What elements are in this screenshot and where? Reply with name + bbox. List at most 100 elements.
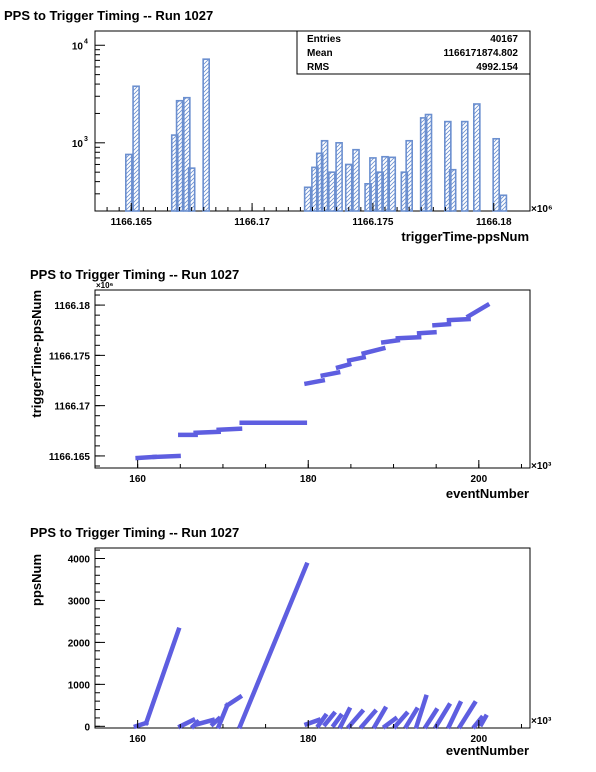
trigger-time-x-tick-label-1: 180 [300, 474, 317, 485]
pps-num-x-tick-label-1: 180 [300, 734, 317, 745]
stats-entries-value: 40167 [490, 34, 518, 45]
pps-num-point-streak-23 [445, 700, 464, 730]
histogram-bar-12 [335, 142, 343, 212]
pps-num-point-streak-15 [358, 708, 378, 730]
trigger-time-y-label: triggerTime-ppsNum [29, 290, 44, 418]
histogram-x-tick-label-3: 1166.18 [476, 217, 512, 228]
pps-num-point-streak-2 [177, 717, 197, 730]
trigger-time-point-streak-13 [416, 329, 437, 336]
pps-num-y-tick-label-2: 2000 [68, 638, 91, 649]
pps-num-y-tick-label-0: 0 [84, 722, 90, 733]
trigger-time-point-streak-14 [432, 321, 452, 328]
trigger-time-point-streak-8 [335, 361, 352, 371]
pps-num-point-streak-13 [337, 706, 353, 730]
histogram-bar-11 [328, 171, 336, 212]
histogram-y-tick-exponent-0: 3 [84, 136, 88, 143]
pps-num-y-tick-label-1: 1000 [68, 680, 91, 691]
pps-num-x-tick-label-0: 160 [129, 734, 146, 745]
histogram-bar-5 [187, 167, 196, 212]
pps-num-y-label: ppsNum [29, 554, 44, 606]
trigger-time-y-tick-label-1: 1166.17 [54, 402, 90, 413]
pps-num-point-streak-25 [471, 714, 485, 730]
trigger-time-y-tick-label-3: 1166.18 [54, 301, 90, 312]
histogram-bars [125, 58, 508, 212]
pps-num-point-streak-11 [322, 710, 337, 728]
trigger-time-x-ticks: 160 180 200 [94, 460, 522, 485]
stats-mean-value: 1166171874.802 [443, 48, 518, 59]
trigger-time-points [135, 302, 491, 461]
histogram-bar-13 [344, 163, 353, 212]
histogram-bar-27 [473, 103, 481, 212]
pps-num-point-streak-12 [330, 712, 344, 729]
histogram-x-tick-label-2: 1166.175 [352, 217, 394, 228]
pps-num-y-tick-label-4: 4000 [68, 554, 91, 565]
histogram-bar-18 [381, 155, 389, 212]
pps-num-y-tick-label-3: 3000 [68, 596, 91, 607]
stats-box: Entries 40167 Mean 1166171874.802 RMS 49… [296, 30, 531, 75]
trigger-time-title: PPS to Trigger Timing -- Run 1027 [30, 267, 239, 282]
pps-num-x-label: eventNumber [446, 743, 529, 758]
histogram-bar-24 [444, 120, 452, 212]
histogram-title: PPS to Trigger Timing -- Run 1027 [4, 8, 213, 23]
stats-mean-label: Mean [307, 48, 333, 59]
histogram-bar-6 [202, 58, 210, 212]
pps-num-point-streak-5 [209, 715, 222, 728]
trigger-time-y-tick-label-0: 1166.165 [49, 452, 91, 463]
pps-num-title: PPS to Trigger Timing -- Run 1027 [30, 525, 239, 540]
pps-num-point-streak-24 [456, 700, 478, 730]
stats-rms-label: RMS [307, 62, 330, 73]
trigger-time-point-streak-1 [152, 453, 181, 460]
pps-num-point-streak-16 [371, 705, 389, 730]
pps-num-x-tick-label-2: 200 [470, 734, 487, 745]
pps-num-point-streak-8 [237, 561, 310, 730]
histogram-x-tick-label-0: 1166.165 [111, 217, 153, 228]
histogram-bar-23 [424, 113, 433, 212]
pps-num-point-streak-26 [478, 713, 489, 728]
histogram-bar-4 [183, 96, 191, 212]
stats-entries-label: Entries [307, 34, 341, 45]
histogram-bar-25 [448, 168, 457, 212]
trigger-time-point-streak-6 [303, 377, 326, 387]
trigger-time-panel: PPS to Trigger Timing -- Run 1027 160 180… [29, 267, 552, 501]
histogram-bar-21 [405, 139, 413, 212]
trigger-time-point-streak-0 [135, 454, 158, 461]
histogram-panel: PPS to Trigger Timing -- Run 1027 1166.1… [4, 8, 553, 244]
pps-num-points [133, 561, 489, 730]
trigger-time-y-multiplier: ×10⁶ [96, 281, 114, 290]
pps-num-point-streak-17 [381, 715, 399, 730]
pps-num-x-ticks: 160 180 200 [94, 720, 522, 745]
pps-num-frame [94, 547, 531, 729]
histogram-bar-3 [175, 99, 184, 212]
pps-num-point-streak-18 [392, 710, 410, 730]
pps-num-point-streak-4 [194, 717, 216, 727]
trigger-time-x-tick-label-0: 160 [129, 474, 146, 485]
trigger-time-point-streak-12 [395, 334, 422, 341]
histogram-bar-7 [303, 186, 312, 212]
pps-num-point-streak-19 [403, 706, 420, 730]
histogram-x-multiplier: ×10⁶ [531, 204, 553, 215]
histogram-bar-14 [352, 148, 360, 212]
pps-num-point-streak-20 [413, 694, 429, 730]
trigger-time-point-streak-4 [216, 426, 243, 433]
histogram-bar-29 [499, 194, 508, 212]
trigger-time-point-streak-11 [380, 337, 401, 345]
pps-num-x-multiplier: ×10³ [531, 716, 552, 727]
trigger-time-point-streak-10 [360, 345, 387, 357]
stats-rms-value: 4992.154 [476, 62, 518, 73]
trigger-time-point-streak-15 [446, 316, 471, 323]
pps-num-y-ticks: 0 1000 2000 3000 4000 [68, 549, 105, 733]
histogram-bar-0 [125, 153, 133, 212]
trigger-time-x-multiplier: ×10³ [531, 461, 552, 472]
histogram-y-tick-exponent-1: 4 [84, 38, 88, 45]
trigger-time-x-tick-label-2: 200 [470, 474, 487, 485]
histogram-x-label: triggerTime-ppsNum [401, 229, 529, 244]
histogram-bar-26 [460, 120, 469, 212]
pps-num-point-streak-6 [215, 702, 231, 730]
histogram-x-ticks: 1166.165 1166.17 1166.175 1166.18 [94, 203, 512, 228]
trigger-time-y-ticks: 1166.165 1166.17 1166.175 1166.18 [49, 294, 105, 467]
histogram-y-tick-label-1: 10 [72, 41, 84, 52]
stats-box-frame [296, 30, 531, 75]
trigger-time-y-tick-label-2: 1166.175 [49, 351, 91, 362]
trigger-time-point-streak-3 [193, 429, 222, 436]
